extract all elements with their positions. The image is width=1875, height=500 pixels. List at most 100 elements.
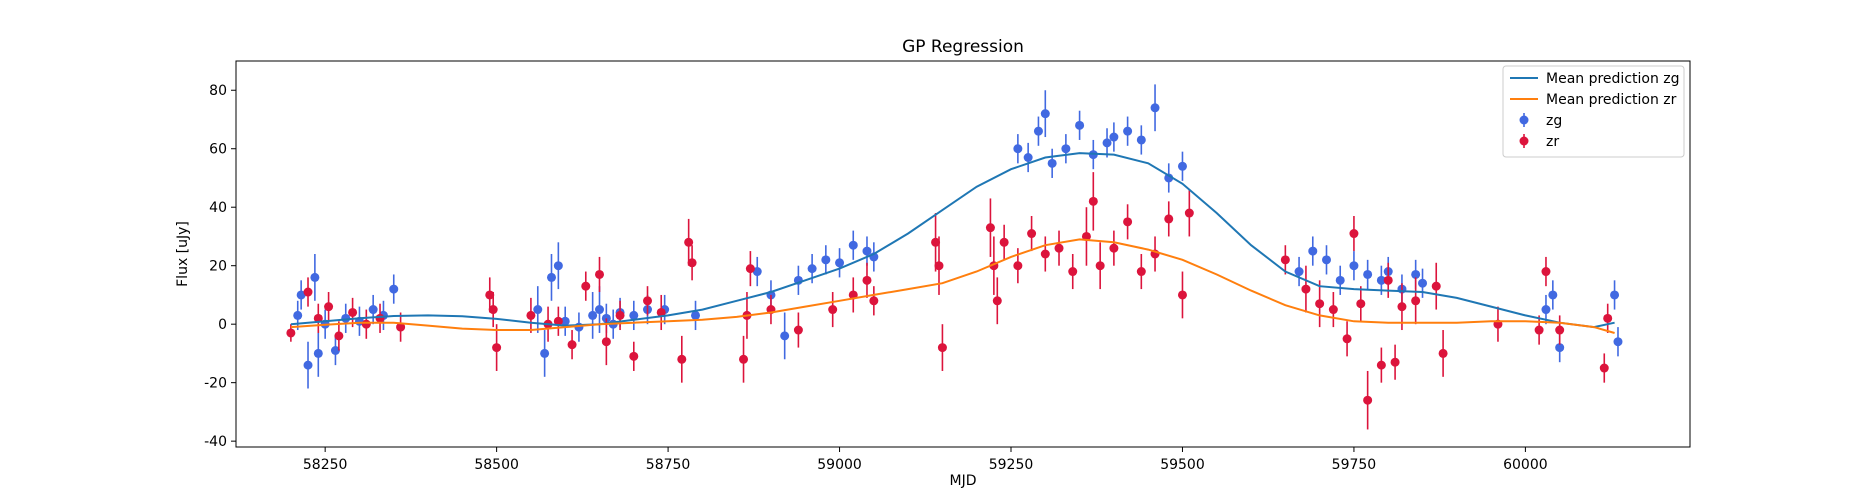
data-point [862,246,872,256]
data-point [1123,217,1133,227]
chart-title: GP Regression [902,37,1024,57]
data-point [1095,261,1105,271]
data-point [985,223,995,233]
data-point [310,272,320,282]
data-point [1109,132,1119,142]
data-point [485,290,495,300]
data-point [1383,275,1393,285]
data-point [1411,296,1421,306]
data-point [780,331,790,341]
legend-label: zg [1546,113,1562,129]
x-tick-label: 59250 [989,457,1034,473]
data-point [752,267,762,277]
data-point [937,343,947,353]
data-point [546,272,556,282]
data-point [1068,267,1078,277]
data-point [1109,243,1119,253]
data-point [1164,214,1174,224]
y-tick-label: 0 [218,317,227,333]
data-point [1418,278,1428,288]
data-point [629,310,639,320]
data-point [656,307,666,317]
data-point [1054,243,1064,253]
data-point [1136,135,1146,145]
data-point [931,237,941,247]
data-point [677,354,687,364]
data-point [739,354,749,364]
data-point [303,287,313,297]
data-point [1013,261,1023,271]
data-point [368,305,378,315]
data-point [286,328,296,338]
data-point [1342,334,1352,344]
legend-label: zr [1546,134,1559,150]
data-point [643,296,653,306]
data-point [595,305,604,315]
data-point [540,348,550,358]
data-point [1363,395,1373,405]
data-point [488,305,498,315]
data-point [560,316,570,326]
y-tick-label: 80 [209,83,227,99]
data-point [1040,249,1050,259]
plot-area: 58250 58500 58750 59000 59250 59500 59750 60000… [204,60,1691,473]
data-point [581,281,591,291]
data-point [1177,290,1187,300]
data-point [1397,302,1407,312]
data-point [313,313,323,323]
data-point [992,296,1002,306]
data-point [1102,138,1112,148]
data-point [553,316,563,326]
data-point [492,343,502,353]
data-point [1123,126,1133,136]
plot-background [236,61,1690,447]
data-point [615,310,625,320]
data-point [303,360,313,370]
data-point [1555,325,1565,335]
data-point [1376,275,1386,285]
data-point [1184,208,1194,218]
data-point [1294,267,1304,277]
series-line-Mean prediction zg [290,152,1615,329]
data-point [533,305,543,315]
series-zr [286,172,1613,430]
data-point [1328,305,1338,315]
data-point [1363,269,1373,279]
data-point [296,290,306,300]
data-point [1061,144,1071,154]
data-point [1541,305,1551,315]
data-point [389,284,399,294]
x-tick-label: 58250 [303,457,348,473]
data-point [1150,103,1160,113]
data-point [1047,158,1057,168]
data-point [1322,255,1331,265]
y-tick-label: 20 [209,259,227,275]
legend-item: Mean prediction zg [1510,71,1680,87]
x-axis: 58250 58500 58750 59000 59250 59500 59750 60000 [303,447,1548,473]
data-point [1534,325,1544,335]
data-point [1040,109,1050,119]
data-point [334,331,344,341]
data-point [1438,348,1448,358]
legend-box [1502,65,1685,158]
x-tick-label: 59000 [817,457,862,473]
data-point [821,255,831,265]
data-point [1411,269,1421,279]
legend-label: Mean prediction zr [1546,92,1677,108]
data-point [348,307,358,317]
x-axis-title: MJD [950,473,977,489]
legend-item: zr [1519,134,1559,150]
x-tick-label: 59500 [1160,457,1205,473]
data-point [684,237,694,247]
data-point [687,258,697,268]
data-point [595,269,604,279]
series-layer [286,84,1623,430]
x-tick-label: 59750 [1332,457,1377,473]
data-point [1555,343,1565,353]
data-point [862,275,872,285]
data-point [1541,267,1551,277]
data-point [793,325,803,335]
data-point [1390,357,1400,367]
data-point [1088,196,1098,206]
data-point [848,240,858,250]
